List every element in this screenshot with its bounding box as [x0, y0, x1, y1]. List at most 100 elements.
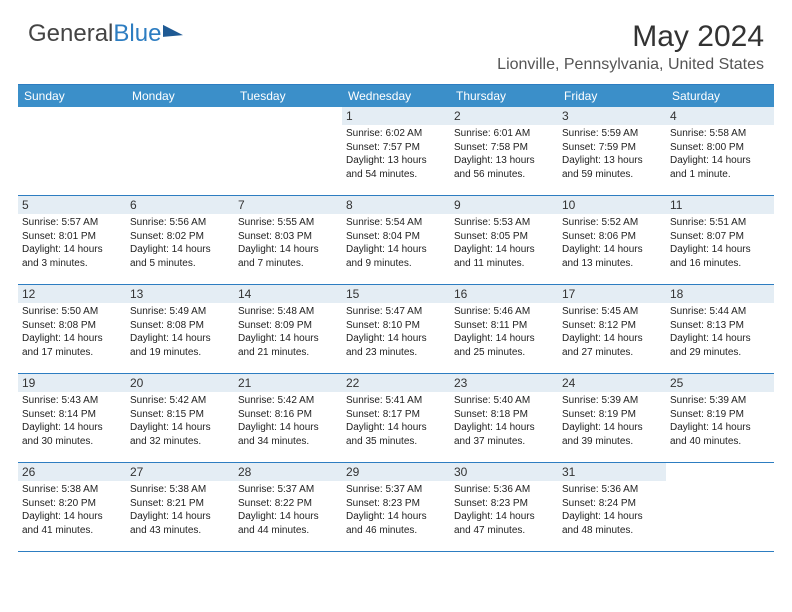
day-cell: 17 Sunrise: 5:45 AMSunset: 8:12 PMDayligh… [558, 285, 666, 373]
location-label: Lionville, Pennsylvania, United States [497, 56, 764, 74]
day-detail: Sunrise: 5:39 AMSunset: 8:19 PMDaylight:… [670, 394, 770, 448]
weekday-header: Tuesday [234, 85, 342, 107]
day-number: 4 [666, 107, 774, 125]
day-cell [666, 463, 774, 551]
day-detail: Sunrise: 5:47 AMSunset: 8:10 PMDaylight:… [346, 305, 446, 359]
day-number: 18 [666, 285, 774, 303]
day-cell [126, 107, 234, 195]
week-row: 19 Sunrise: 5:43 AMSunset: 8:14 PMDayligh… [18, 374, 774, 463]
day-number: 19 [18, 374, 126, 392]
day-detail: Sunrise: 5:55 AMSunset: 8:03 PMDaylight:… [238, 216, 338, 270]
day-number: 15 [342, 285, 450, 303]
day-detail: Sunrise: 5:39 AMSunset: 8:19 PMDaylight:… [562, 394, 662, 448]
weekday-header-row: SundayMondayTuesdayWednesdayThursdayFrid… [18, 85, 774, 107]
calendar-grid: SundayMondayTuesdayWednesdayThursdayFrid… [18, 84, 774, 552]
day-number: 16 [450, 285, 558, 303]
weekday-header: Friday [558, 85, 666, 107]
day-detail: Sunrise: 5:59 AMSunset: 7:59 PMDaylight:… [562, 127, 662, 181]
day-cell: 26 Sunrise: 5:38 AMSunset: 8:20 PMDayligh… [18, 463, 126, 551]
day-cell: 12Sunrise: 5:50 AMSunset: 8:08 PMDayligh… [18, 285, 126, 373]
day-detail: Sunrise: 5:38 AMSunset: 8:20 PMDaylight:… [22, 483, 122, 537]
day-cell: 6 Sunrise: 5:56 AMSunset: 8:02 PMDaylight… [126, 196, 234, 284]
day-cell: 21Sunrise: 5:42 AMSunset: 8:16 PMDayligh… [234, 374, 342, 462]
month-title: May 2024 [497, 20, 764, 54]
day-cell: 16 Sunrise: 5:46 AMSunset: 8:11 PMDayligh… [450, 285, 558, 373]
weekday-header: Thursday [450, 85, 558, 107]
day-number: 1 [342, 107, 450, 125]
page-header: GeneralBlue May 2024 Lionville, Pennsylv… [0, 0, 792, 78]
day-number: 14 [234, 285, 342, 303]
day-detail: Sunrise: 5:42 AMSunset: 8:15 PMDaylight:… [130, 394, 230, 448]
day-detail: Sunrise: 6:02 AMSunset: 7:57 PMDaylight:… [346, 127, 446, 181]
day-detail: Sunrise: 5:36 AMSunset: 8:23 PMDaylight:… [454, 483, 554, 537]
day-cell: 8Sunrise: 5:54 AMSunset: 8:04 PMDaylight… [342, 196, 450, 284]
day-detail: Sunrise: 5:56 AMSunset: 8:02 PMDaylight:… [130, 216, 230, 270]
day-cell: 22Sunrise: 5:41 AMSunset: 8:17 PMDayligh… [342, 374, 450, 462]
weekday-header: Monday [126, 85, 234, 107]
day-cell [234, 107, 342, 195]
day-cell: 3 Sunrise: 5:59 AMSunset: 7:59 PMDaylight… [558, 107, 666, 195]
day-cell: 9Sunrise: 5:53 AMSunset: 8:05 PMDaylight… [450, 196, 558, 284]
day-number: 13 [126, 285, 234, 303]
day-cell: 13Sunrise: 5:49 AMSunset: 8:08 PMDayligh… [126, 285, 234, 373]
day-detail: Sunrise: 5:36 AMSunset: 8:24 PMDaylight:… [562, 483, 662, 537]
day-cell: 23Sunrise: 5:40 AMSunset: 8:18 PMDayligh… [450, 374, 558, 462]
day-detail: Sunrise: 5:54 AMSunset: 8:04 PMDaylight:… [346, 216, 446, 270]
day-cell: 1 Sunrise: 6:02 AMSunset: 7:57 PMDaylight… [342, 107, 450, 195]
week-row: 12Sunrise: 5:50 AMSunset: 8:08 PMDayligh… [18, 285, 774, 374]
day-detail: Sunrise: 5:43 AMSunset: 8:14 PMDaylight:… [22, 394, 122, 448]
day-detail: Sunrise: 5:52 AMSunset: 8:06 PMDaylight:… [562, 216, 662, 270]
logo-text-2: Blue [113, 20, 161, 48]
day-number: 31 [558, 463, 666, 481]
day-number: 24 [558, 374, 666, 392]
day-cell: 28Sunrise: 5:37 AMSunset: 8:22 PMDayligh… [234, 463, 342, 551]
weekday-header: Sunday [18, 85, 126, 107]
day-number: 27 [126, 463, 234, 481]
week-row: 26 Sunrise: 5:38 AMSunset: 8:20 PMDayligh… [18, 463, 774, 552]
day-number: 3 [558, 107, 666, 125]
day-detail: Sunrise: 5:50 AMSunset: 8:08 PMDaylight:… [22, 305, 122, 359]
day-cell: 11Sunrise: 5:51 AMSunset: 8:07 PMDayligh… [666, 196, 774, 284]
day-number: 26 [18, 463, 126, 481]
day-number: 2 [450, 107, 558, 125]
day-cell: 4 Sunrise: 5:58 AMSunset: 8:00 PMDaylight… [666, 107, 774, 195]
week-row: 5Sunrise: 5:57 AMSunset: 8:01 PMDaylight… [18, 196, 774, 285]
day-cell: 27Sunrise: 5:38 AMSunset: 8:21 PMDayligh… [126, 463, 234, 551]
day-number: 5 [18, 196, 126, 214]
day-cell: 10 Sunrise: 5:52 AMSunset: 8:06 PMDayligh… [558, 196, 666, 284]
day-cell: 24 Sunrise: 5:39 AMSunset: 8:19 PMDayligh… [558, 374, 666, 462]
day-cell: 2 Sunrise: 6:01 AMSunset: 7:58 PMDaylight… [450, 107, 558, 195]
weekday-header: Wednesday [342, 85, 450, 107]
day-number: 30 [450, 463, 558, 481]
day-cell: 25Sunrise: 5:39 AMSunset: 8:19 PMDayligh… [666, 374, 774, 462]
day-detail: Sunrise: 5:44 AMSunset: 8:13 PMDaylight:… [670, 305, 770, 359]
day-detail: Sunrise: 5:37 AMSunset: 8:22 PMDaylight:… [238, 483, 338, 537]
day-detail: Sunrise: 5:45 AMSunset: 8:12 PMDaylight:… [562, 305, 662, 359]
day-number: 21 [234, 374, 342, 392]
day-cell: 20 Sunrise: 5:42 AMSunset: 8:15 PMDayligh… [126, 374, 234, 462]
logo-triangle-icon [163, 23, 183, 37]
day-cell: 14 Sunrise: 5:48 AMSunset: 8:09 PMDayligh… [234, 285, 342, 373]
day-detail: Sunrise: 5:40 AMSunset: 8:18 PMDaylight:… [454, 394, 554, 448]
day-cell [18, 107, 126, 195]
logo: GeneralBlue [28, 20, 183, 48]
day-cell: 5Sunrise: 5:57 AMSunset: 8:01 PMDaylight… [18, 196, 126, 284]
weeks-container: 1 Sunrise: 6:02 AMSunset: 7:57 PMDaylight… [18, 107, 774, 552]
day-number: 20 [126, 374, 234, 392]
day-detail: Sunrise: 5:51 AMSunset: 8:07 PMDaylight:… [670, 216, 770, 270]
day-number: 10 [558, 196, 666, 214]
day-detail: Sunrise: 5:46 AMSunset: 8:11 PMDaylight:… [454, 305, 554, 359]
day-cell: 30 Sunrise: 5:36 AMSunset: 8:23 PMDayligh… [450, 463, 558, 551]
day-cell: 7 Sunrise: 5:55 AMSunset: 8:03 PMDaylight… [234, 196, 342, 284]
day-detail: Sunrise: 5:37 AMSunset: 8:23 PMDaylight:… [346, 483, 446, 537]
day-number: 22 [342, 374, 450, 392]
week-row: 1 Sunrise: 6:02 AMSunset: 7:57 PMDaylight… [18, 107, 774, 196]
day-detail: Sunrise: 6:01 AMSunset: 7:58 PMDaylight:… [454, 127, 554, 181]
day-detail: Sunrise: 5:58 AMSunset: 8:00 PMDaylight:… [670, 127, 770, 181]
day-detail: Sunrise: 5:48 AMSunset: 8:09 PMDaylight:… [238, 305, 338, 359]
day-number: 7 [234, 196, 342, 214]
day-number: 17 [558, 285, 666, 303]
day-number: 6 [126, 196, 234, 214]
day-cell: 19 Sunrise: 5:43 AMSunset: 8:14 PMDayligh… [18, 374, 126, 462]
day-number: 29 [342, 463, 450, 481]
